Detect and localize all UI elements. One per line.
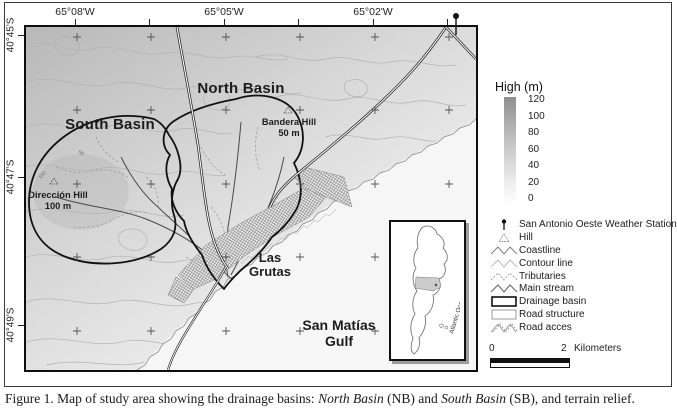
south-basin-label: South Basin [65,116,155,133]
scalebar-end: 2 [561,343,567,354]
road-structure-icon [489,308,519,321]
latitude-label-3: 40°49'S [5,307,17,343]
contour-value-label: 100 [37,170,47,180]
hill-icon [283,106,293,114]
left-tick [18,35,24,36]
elevation-legend-title: High (m) [495,80,543,94]
drainage-basin-icon [489,295,519,308]
legend-item-drainage-basin: Drainage basin [489,295,671,308]
north-basin-outline [162,94,304,290]
legend-item-contour-line: Contour line [489,257,671,270]
location-inset-map: Atlantic Ocean [389,220,467,361]
san-matias-gulf-label: San Matías Gulf [302,317,376,349]
weather-station-icon [489,218,519,231]
scalebar-unit: Kilometers [574,343,622,354]
legend: San Antonio Oeste Weather Station Hill C… [489,218,677,334]
coastline [136,118,476,370]
legend-item-tributaries: Tributaries [489,270,671,283]
argentina-outline-map: Atlantic Ocean [410,225,467,355]
rio-negro-province [414,276,442,292]
road-access-lines [166,27,476,370]
map-canvas: 100 50 North Basin South Basin Dirección… [24,25,478,372]
drainage-basin-outlines [28,94,304,290]
south-basin-outline [28,115,182,265]
legend-item-coastline: Coastline [489,244,671,257]
elevation-ramp-ticks: 120 100 80 60 40 20 0 [528,94,545,204]
tributaries-icon [489,270,519,283]
hill-icon [49,177,59,185]
atlantic-ocean-label: Atlantic Ocean [448,294,460,335]
top-tick [75,19,76,25]
top-tick [373,19,374,25]
graticule-crosses [73,33,453,335]
legend-item-road-access: Road acces [489,321,671,334]
longitude-label-2: 65°05'W [204,6,244,18]
latitude-label-1: 40°45'S [5,17,17,53]
top-tick [298,19,299,25]
contour-line-icon [489,257,519,270]
legend-item-road-structure: Road structure [489,308,671,321]
elevation-color-ramp [504,97,516,203]
hill-markers [49,106,293,185]
scalebar [490,358,570,368]
left-tick [18,177,24,178]
main-stream-icon [489,282,519,295]
direccion-hill-label: Dirección Hill 100 m [28,190,88,211]
contour-value-label: 50 [77,149,85,157]
legend-item-weather-station: San Antonio Oeste Weather Station [489,218,677,231]
top-tick [149,19,150,25]
contour-lines [26,36,467,366]
coastline-icon [489,244,519,257]
figure-caption: Figure 1. Map of study area showing the … [5,391,635,406]
longitude-label-3: 65°02'W [353,6,393,18]
malvinas-islands [438,323,449,330]
left-tick [18,325,24,326]
legend-item-hill: Hill [489,231,671,244]
top-tick [224,19,225,25]
hill-icon [489,231,519,244]
legend-item-main-stream: Main stream [489,282,671,295]
top-tick [447,19,448,25]
north-basin-label: North Basin [197,80,285,97]
scalebar-start: 0 [489,343,495,354]
road-access-icon [489,321,519,334]
latitude-label-2: 40°47'S [5,159,17,195]
las-grutas-label: Las Grutas [249,250,291,279]
weather-station-pin [453,13,459,35]
bandera-hill-label: Bandera Hill 50 m [261,117,317,138]
longitude-label-1: 65°08'W [55,6,95,18]
road-structure-area [167,166,353,304]
study-area-dot [434,283,438,287]
beach-line [240,208,337,265]
high-relief-patch [33,154,129,230]
